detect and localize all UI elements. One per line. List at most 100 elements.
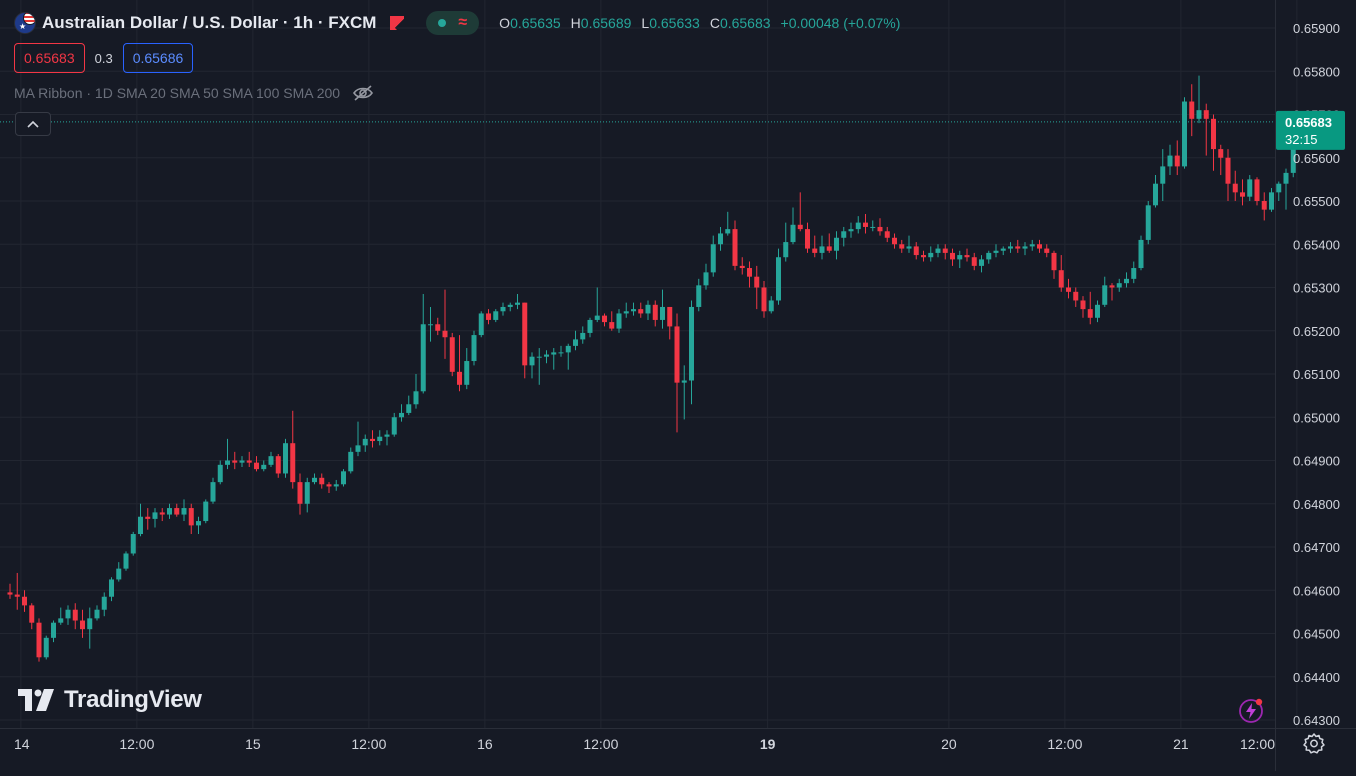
- eye-hidden-icon[interactable]: [352, 84, 374, 102]
- candle-body: [1261, 201, 1267, 210]
- candle-body: [1058, 270, 1064, 288]
- time-tick-label: 12:00: [119, 736, 154, 752]
- price-tick-label: 0.65500: [1293, 194, 1340, 209]
- candle-body: [855, 222, 861, 230]
- candle: [14, 572, 20, 610]
- price-axis[interactable]: 0.64300 0.64400 0.64500 0.64600 0.64700 0.648…: [1293, 21, 1340, 728]
- candle: [1015, 239, 1021, 253]
- candle-body: [87, 618, 93, 630]
- candle-body: [515, 302, 520, 305]
- candle: [152, 508, 158, 528]
- candle: [1182, 97, 1187, 169]
- candle-body: [594, 315, 600, 320]
- price-tick-label: 0.65400: [1293, 237, 1340, 252]
- candle: [979, 255, 984, 273]
- spread-value: 0.3: [94, 50, 113, 66]
- candle: [870, 220, 876, 232]
- candle: [159, 508, 165, 522]
- candle: [1189, 84, 1195, 137]
- candle-body: [159, 512, 165, 515]
- candle-body: [1196, 110, 1202, 119]
- price-tick-label: 0.65000: [1293, 410, 1340, 425]
- market-status-pill[interactable]: ≈: [426, 11, 480, 35]
- candle-body: [580, 332, 586, 340]
- candle-body: [188, 508, 194, 526]
- candle-body: [986, 252, 992, 260]
- candle-body: [1051, 252, 1057, 271]
- buy-price-button[interactable]: 0.65686: [122, 43, 194, 73]
- candle-body: [22, 596, 27, 606]
- candle: [942, 244, 948, 260]
- candle-body: [834, 237, 839, 251]
- sell-price-button[interactable]: 0.65683: [14, 43, 85, 73]
- candle-body: [921, 255, 926, 258]
- ohlc-open: O0.65635: [499, 15, 561, 31]
- time-tick-label: 15: [245, 736, 261, 752]
- candle-body: [964, 255, 970, 258]
- candle: [304, 477, 310, 513]
- candle-body: [529, 356, 535, 366]
- data-wave-icon: ≈: [458, 14, 468, 31]
- price-tick-label: 0.64600: [1293, 583, 1340, 598]
- candle: [1037, 239, 1042, 253]
- candle: [1145, 201, 1151, 245]
- price-tick-label: 0.64400: [1293, 670, 1340, 685]
- candle: [370, 430, 375, 448]
- candle-body: [457, 371, 462, 385]
- tradingview-logo[interactable]: TradingView: [18, 686, 202, 714]
- lightning-alert-icon[interactable]: [1237, 697, 1265, 725]
- candle: [109, 577, 114, 602]
- candle-body: [80, 620, 85, 630]
- candle-body: [957, 255, 963, 260]
- candle: [1225, 149, 1231, 201]
- candle: [805, 222, 810, 253]
- symbol-legend: ★ Australian Dollar / U.S. Dollar · 1h ·…: [14, 10, 910, 36]
- time-axis[interactable]: 14 12:00 15 12:00 16 12:00 19 20 12:00 21 12:00: [14, 736, 1275, 752]
- candle: [587, 317, 593, 338]
- candle: [1116, 278, 1122, 292]
- candle: [718, 226, 723, 251]
- candle: [848, 222, 854, 238]
- candle-body: [906, 246, 912, 249]
- candle: [739, 257, 745, 275]
- collapse-legend-button[interactable]: [15, 112, 51, 136]
- candle-body: [355, 445, 361, 452]
- tradingview-logo-icon: [18, 689, 54, 711]
- time-tick-label: 12:00: [351, 736, 386, 752]
- red-flag-icon[interactable]: [390, 16, 405, 30]
- gear-icon[interactable]: [1302, 731, 1326, 755]
- candle: [420, 293, 426, 394]
- candle: [116, 562, 122, 582]
- candle-body: [304, 482, 310, 504]
- indicator-legend[interactable]: MA Ribbon · 1D SMA 20 SMA 50 SMA 100 SMA…: [14, 83, 374, 103]
- indicator-label[interactable]: MA Ribbon · 1D SMA 20 SMA 50 SMA 100 SMA…: [14, 85, 341, 101]
- candle-body: [1087, 309, 1093, 318]
- candle-body: [1131, 268, 1137, 279]
- candle-body: [1000, 248, 1006, 251]
- candle-body: [442, 330, 448, 338]
- candle-body: [1160, 166, 1166, 184]
- candle-body: [283, 443, 288, 474]
- candle-body: [747, 268, 752, 277]
- candle-body: [1240, 192, 1245, 197]
- candle-body: [319, 477, 325, 485]
- candle-body: [116, 568, 122, 580]
- candle-body: [7, 592, 13, 595]
- candle: [507, 302, 513, 312]
- candle: [217, 460, 223, 485]
- candle: [986, 250, 992, 264]
- candle: [1254, 177, 1260, 206]
- candle-body: [449, 337, 455, 372]
- candle: [957, 250, 963, 269]
- candle-body: [377, 436, 383, 442]
- last-price-tag-value: 0.65683: [1285, 115, 1332, 130]
- candle: [1174, 140, 1180, 176]
- candle: [167, 503, 172, 519]
- candle-body: [399, 412, 404, 418]
- candle-body: [152, 512, 158, 519]
- symbol-title[interactable]: Australian Dollar / U.S. Dollar · 1h · F…: [42, 13, 377, 32]
- price-tick-label: 0.65300: [1293, 281, 1340, 296]
- candle: [790, 207, 796, 245]
